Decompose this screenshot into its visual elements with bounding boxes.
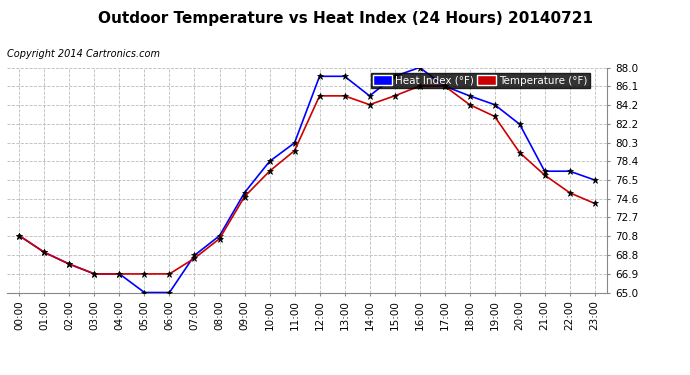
Text: Outdoor Temperature vs Heat Index (24 Hours) 20140721: Outdoor Temperature vs Heat Index (24 Ho… [97, 11, 593, 26]
Text: Copyright 2014 Cartronics.com: Copyright 2014 Cartronics.com [7, 49, 160, 59]
Legend: Heat Index (°F), Temperature (°F): Heat Index (°F), Temperature (°F) [371, 73, 590, 88]
